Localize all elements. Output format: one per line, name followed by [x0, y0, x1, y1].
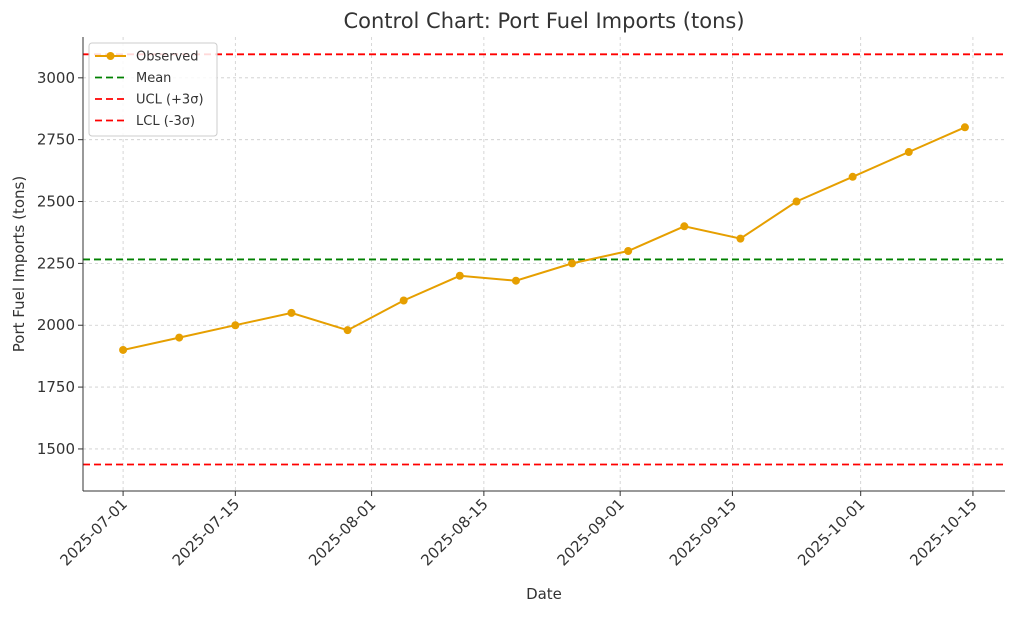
legend-label: UCL (+3σ): [136, 93, 204, 108]
x-tick-label: 2025-10-15: [906, 495, 980, 569]
axes: [82, 37, 1005, 492]
grid-lines: [83, 37, 1005, 491]
data-point: [960, 123, 969, 132]
data-point: [511, 276, 520, 285]
x-tick-label: 2025-08-15: [417, 495, 491, 569]
legend-marker: [106, 52, 115, 60]
y-tick-label: 2750: [37, 131, 75, 149]
legend-label: Mean: [136, 71, 171, 86]
data-point: [848, 172, 857, 181]
y-tick-label: 1500: [37, 440, 75, 458]
x-tick-label: 2025-08-01: [305, 495, 379, 569]
legend-label: Observed: [136, 50, 199, 65]
x-tick-label: 2025-09-01: [554, 495, 628, 569]
y-tick-label: 2250: [37, 254, 75, 272]
data-point: [568, 259, 577, 268]
x-tick-label: 2025-10-01: [794, 495, 868, 569]
data-point: [904, 148, 913, 157]
data-point: [624, 247, 633, 256]
reference-lines: [83, 53, 1005, 466]
legend: Observed Mean UCL (+3σ) LCL (-3σ): [88, 42, 218, 137]
data-point: [287, 308, 296, 317]
data-point: [736, 234, 745, 243]
data-point: [343, 326, 352, 335]
data-series: [119, 123, 969, 354]
series-line-observed: [122, 126, 966, 351]
data-point: [175, 333, 184, 342]
data-point: [231, 321, 240, 330]
legend-box: [88, 42, 218, 137]
y-tick-label: 1750: [37, 378, 75, 396]
y-ticks: 1500 1750 2000 2250 2500 2750 3000: [37, 69, 83, 458]
y-tick-label: 2500: [37, 193, 75, 211]
x-tick-label: 2025-09-15: [666, 495, 740, 569]
data-point: [680, 222, 689, 231]
y-tick-label: 2000: [37, 316, 75, 334]
x-ticks: 2025-07-01 2025-07-15 2025-08-01 2025-08-15…: [57, 491, 981, 569]
y-tick-label: 3000: [37, 69, 75, 87]
data-point: [119, 345, 128, 354]
x-axis-label: Date: [526, 585, 562, 603]
legend-label: LCL (-3σ): [136, 114, 195, 129]
x-tick-label: 2025-07-01: [57, 495, 131, 569]
data-point: [399, 296, 408, 305]
chart-title: Control Chart: Port Fuel Imports (tons): [343, 9, 744, 33]
x-tick-label: 2025-07-15: [169, 495, 243, 569]
y-axis-label: Port Fuel Imports (tons): [10, 176, 28, 352]
data-point: [455, 271, 464, 280]
data-point: [792, 197, 801, 206]
